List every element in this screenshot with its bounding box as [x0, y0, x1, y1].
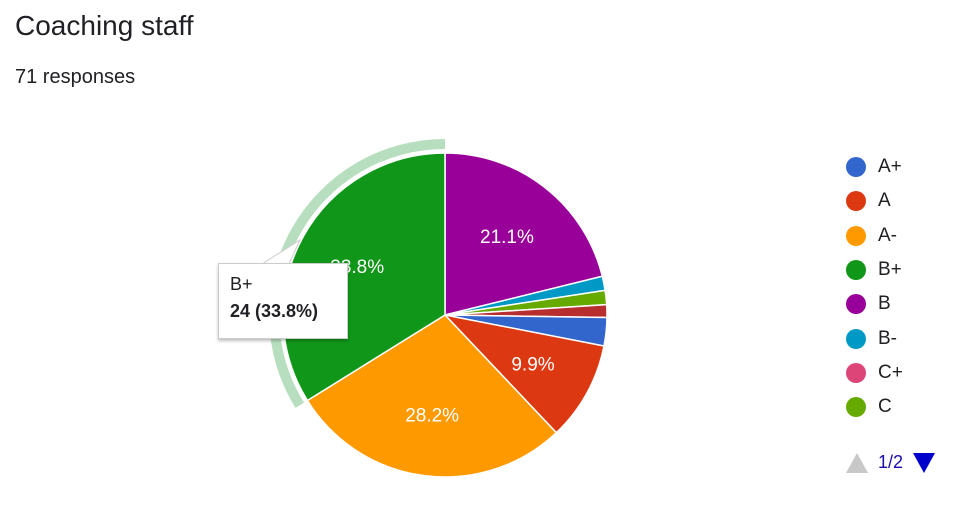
slice-highlight-halo [269, 139, 445, 408]
legend-item[interactable]: B+ [846, 253, 903, 287]
legend-label: C+ [878, 361, 903, 383]
legend-swatch-icon [846, 191, 866, 212]
slice-percent-label: 21.1% [480, 227, 534, 248]
legend-item[interactable]: B [846, 287, 903, 321]
tooltip-value: 24 (33.8%) [230, 301, 319, 321]
chart-title: Coaching staff [15, 10, 194, 41]
legend-label: B+ [878, 259, 902, 281]
pie-slice-b[interactable] [444, 152, 604, 316]
legend-swatch-icon [846, 225, 866, 246]
legend-item[interactable]: A- [846, 219, 903, 253]
tooltip-label: B+ [230, 274, 253, 294]
page-indicator: 1/2 [878, 452, 904, 472]
legend: A+ A A- B+ B B- C+ C [846, 150, 903, 424]
legend-label: A+ [878, 156, 902, 178]
legend-swatch-icon [846, 397, 866, 418]
legend-item[interactable]: A+ [846, 150, 903, 184]
legend-item[interactable]: C+ [846, 356, 903, 390]
legend-label: A- [878, 224, 897, 246]
legend-swatch-icon [846, 260, 866, 281]
legend-swatch-icon [846, 362, 866, 383]
legend-swatch-icon [846, 157, 866, 178]
slice-percent-label: 28.2% [405, 406, 459, 427]
legend-item[interactable]: A [846, 184, 903, 218]
pie-slice-a[interactable] [442, 313, 605, 434]
next-page-icon[interactable] [913, 452, 936, 473]
slice-percent-label: 9.9% [511, 354, 554, 375]
previous-page-icon [846, 452, 868, 473]
legend-label: B- [878, 327, 897, 349]
legend-pager: 1/2 [846, 452, 936, 473]
legend-label: B [878, 293, 891, 315]
legend-item[interactable]: B- [846, 321, 903, 355]
legend-item[interactable]: C [846, 390, 903, 424]
legend-swatch-icon [846, 328, 866, 349]
response-count: 71 responses [15, 66, 136, 88]
legend-swatch-icon [846, 294, 866, 315]
pie-slice-a-minus[interactable] [306, 314, 558, 478]
legend-label: A [878, 190, 891, 212]
legend-label: C [878, 396, 892, 418]
slice-tooltip: B+ 24 (33.8%) [218, 263, 348, 339]
